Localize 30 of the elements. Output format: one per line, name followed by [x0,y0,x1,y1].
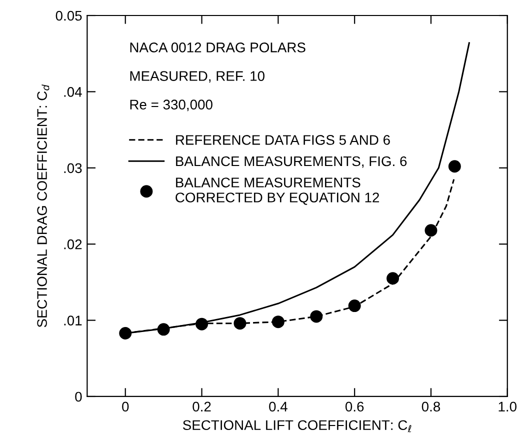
point [348,300,361,312]
y-tick-label: 0.05 [56,10,82,21]
legend-label: REFERENCE DATA FIGS 5 AND 6 [176,135,390,145]
annotation: MEASURED, REF. 10 [130,71,264,83]
x-tick-label: 1.0 [498,402,516,412]
point [272,316,284,328]
legend-label: BALANCE MEASUREMENTS CORRECTED BY EQUATION 12 [176,178,380,205]
point [448,160,461,173]
y-tick-label: .04 [64,87,82,97]
y-axis-title: SECTIONAL DRAG COEFFICIENT: C$_{d}$ [37,84,50,328]
point [196,318,208,330]
point [119,326,132,340]
x-axis-title: SECTIONAL LIFT COEFFICIENT: C$_{ℓ}$ [182,420,412,432]
point [234,317,246,330]
point [310,310,323,323]
point [424,224,438,237]
annotation: NACA 0012 DRAG POLARS [130,42,306,52]
annotation: Re = 330,000 [130,100,212,112]
point [386,272,400,285]
point [157,323,170,336]
x-tick-label: 0.2 [192,402,211,412]
y-tick-label: 0 [75,392,82,402]
x-tick-label: 0.4 [269,402,288,412]
x-tick-label: 0 [122,402,129,412]
x-tick-label: 0.6 [345,402,364,412]
legend-label: BALANCE MEASUREMENTS, FIG. 6 [176,156,407,168]
y-tick-label: .03 [64,163,82,174]
y-tick-label: .02 [64,239,82,250]
x-tick-label: 0.8 [422,402,440,412]
y-tick-label: .01 [64,316,82,326]
